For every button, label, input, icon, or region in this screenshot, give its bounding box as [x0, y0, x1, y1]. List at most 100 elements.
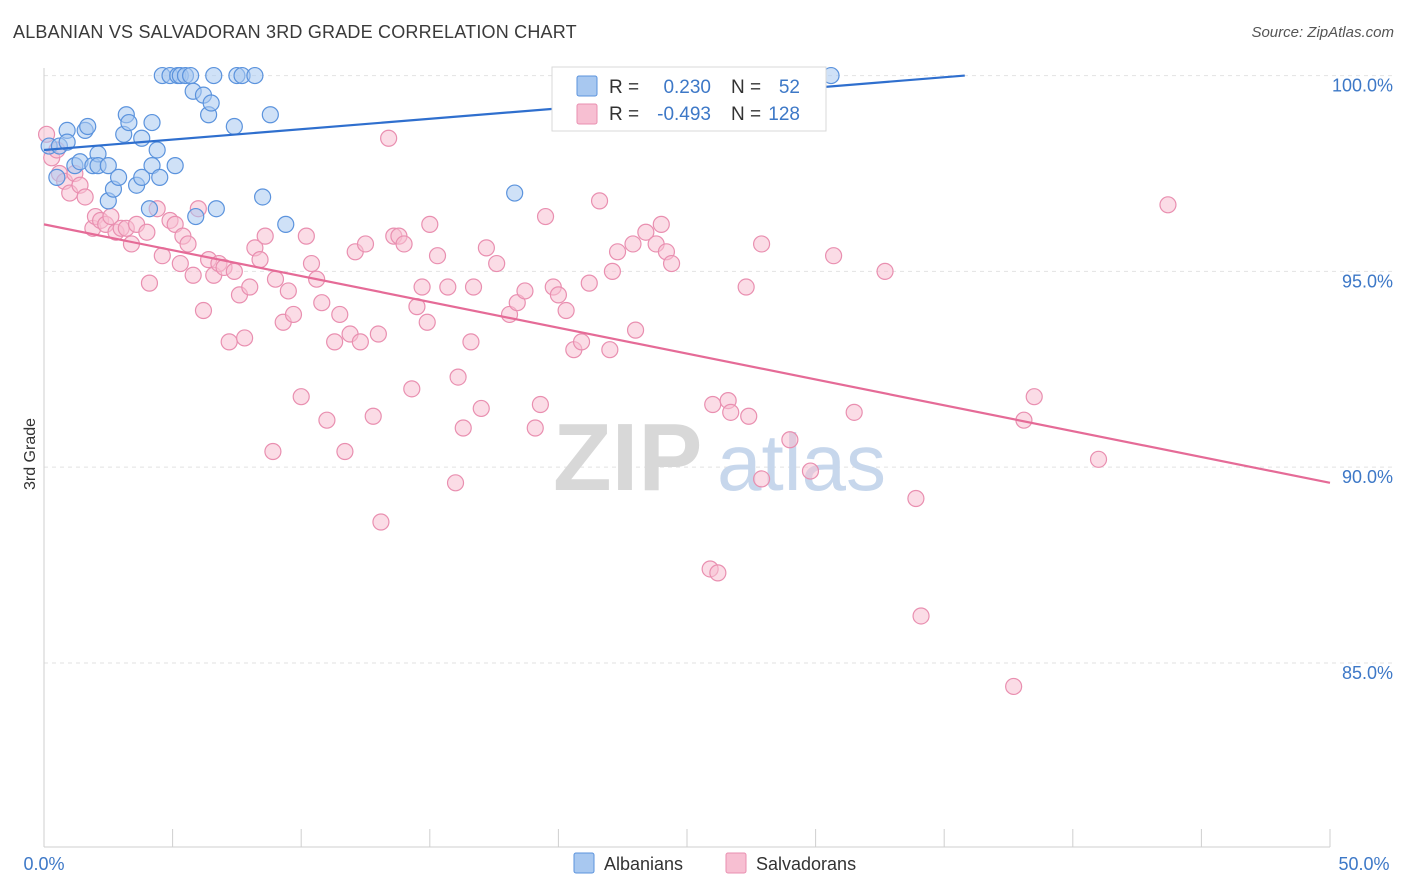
salvadorans-r-label: R =: [609, 104, 639, 125]
salvadorans-point: [477, 239, 495, 257]
albanians-point: [506, 184, 524, 202]
salvadorans-point: [380, 129, 398, 147]
albanians-trend-line: [43, 74, 965, 152]
albanians-point: [254, 188, 272, 206]
albanians-point: [207, 200, 225, 218]
salvadorans-point: [403, 380, 421, 398]
salvadorans-point: [488, 254, 506, 273]
salvadorans-point: [781, 431, 799, 449]
salvadorans-point: [256, 227, 274, 245]
y-tick-label: 100.0%: [1332, 76, 1393, 96]
legend-salvadorans-swatch: [725, 852, 747, 874]
source-label: Source: ZipAtlas.com: [1251, 24, 1394, 41]
salvadorans-trend-line: [43, 223, 1331, 484]
salvadorans-point: [845, 403, 863, 421]
salvadorans-point: [331, 305, 349, 324]
salvadorans-point: [912, 607, 930, 625]
y-axis-tick-labels: 85.0% 90.0% 95.0% 100.0%: [1332, 76, 1393, 683]
salvadorans-point: [531, 395, 549, 414]
albanians-point: [120, 113, 138, 132]
salvadorans-point: [171, 254, 189, 273]
salvadorans-point: [516, 282, 534, 300]
stats-legend: R = 0.230 N = 52 R = -0.493 N = 128: [551, 66, 827, 132]
albanians-points: [40, 66, 840, 233]
albanians-point: [205, 66, 223, 85]
salvadorans-points: [37, 66, 1177, 696]
albanians-point: [261, 106, 279, 124]
salvadorans-n-label: N =: [731, 104, 761, 125]
stats-legend-box: [551, 66, 827, 132]
albanians-point: [148, 141, 166, 159]
salvadorans-point: [603, 262, 622, 280]
salvadorans-point: [225, 262, 243, 280]
albanians-r-label: R =: [609, 77, 639, 98]
x-tick-label-max: 50.0%: [1338, 854, 1389, 874]
salvadorans-point: [1089, 450, 1108, 468]
salvadorans-point: [626, 321, 645, 339]
salvadorans-point: [395, 235, 413, 253]
albanians-n-label: N =: [731, 77, 761, 98]
x-axis-ticks: [43, 829, 1331, 847]
salvadorans-point: [284, 305, 303, 324]
salvadorans-point: [608, 243, 627, 261]
albanians-swatch: [576, 75, 598, 97]
albanians-point: [143, 113, 161, 132]
salvadorans-point: [220, 333, 238, 351]
albanians-point: [48, 168, 66, 186]
salvadorans-point: [251, 251, 269, 269]
salvadorans-point: [179, 235, 197, 253]
watermark-atlas: atlas: [717, 418, 886, 507]
legend-albanians-label: Albanians: [604, 854, 683, 874]
salvadorans-point: [302, 254, 321, 273]
salvadorans-point: [264, 442, 282, 461]
salvadorans-point: [652, 215, 670, 233]
salvadorans-point: [356, 235, 375, 253]
albanians-point: [166, 157, 184, 175]
salvadorans-point: [421, 215, 439, 233]
salvadorans-point: [364, 407, 382, 425]
y-tick-label: 95.0%: [1342, 271, 1393, 291]
salvadorans-point: [662, 254, 681, 273]
salvadorans-point: [740, 407, 758, 425]
albanians-point: [225, 117, 243, 136]
salvadorans-point: [462, 333, 480, 351]
salvadorans-point: [722, 403, 740, 421]
salvadorans-point: [326, 333, 344, 351]
albanians-r-value: 0.230: [663, 77, 711, 98]
albanians-point: [202, 94, 220, 112]
salvadorans-point: [637, 223, 655, 241]
y-tick-label: 90.0%: [1342, 467, 1393, 487]
salvadorans-point: [454, 419, 472, 437]
salvadorans-swatch: [576, 103, 598, 125]
salvadorans-point: [372, 513, 390, 531]
albanians-point: [99, 157, 117, 175]
salvadorans-point: [449, 368, 467, 386]
albanians-point: [133, 129, 151, 147]
salvadorans-point: [413, 278, 431, 296]
salvadorans-point: [138, 223, 156, 241]
salvadorans-point: [572, 333, 591, 351]
salvadorans-point: [336, 442, 354, 461]
salvadorans-point: [318, 411, 336, 429]
x-tick-label-min: 0.0%: [23, 854, 64, 874]
albanians-point: [79, 117, 97, 136]
salvadorans-point: [76, 188, 94, 206]
albanians-point: [187, 207, 205, 226]
salvadorans-point: [1025, 388, 1043, 406]
salvadorans-point: [266, 270, 285, 288]
salvadorans-point: [464, 278, 483, 296]
salvadorans-point: [557, 301, 575, 320]
legend-salvadorans-label: Salvadorans: [756, 854, 856, 874]
albanians-point: [151, 168, 169, 186]
salvadorans-point: [876, 262, 894, 280]
salvadorans-point: [624, 235, 642, 253]
salvadorans-point: [351, 333, 369, 351]
salvadorans-point: [709, 564, 727, 582]
salvadorans-point: [369, 325, 387, 343]
salvadorans-point: [140, 274, 159, 292]
salvadorans-point: [472, 399, 490, 418]
salvadorans-point: [446, 474, 465, 492]
y-axis-label: 3rd Grade: [22, 418, 39, 490]
salvadorans-point: [241, 278, 259, 296]
